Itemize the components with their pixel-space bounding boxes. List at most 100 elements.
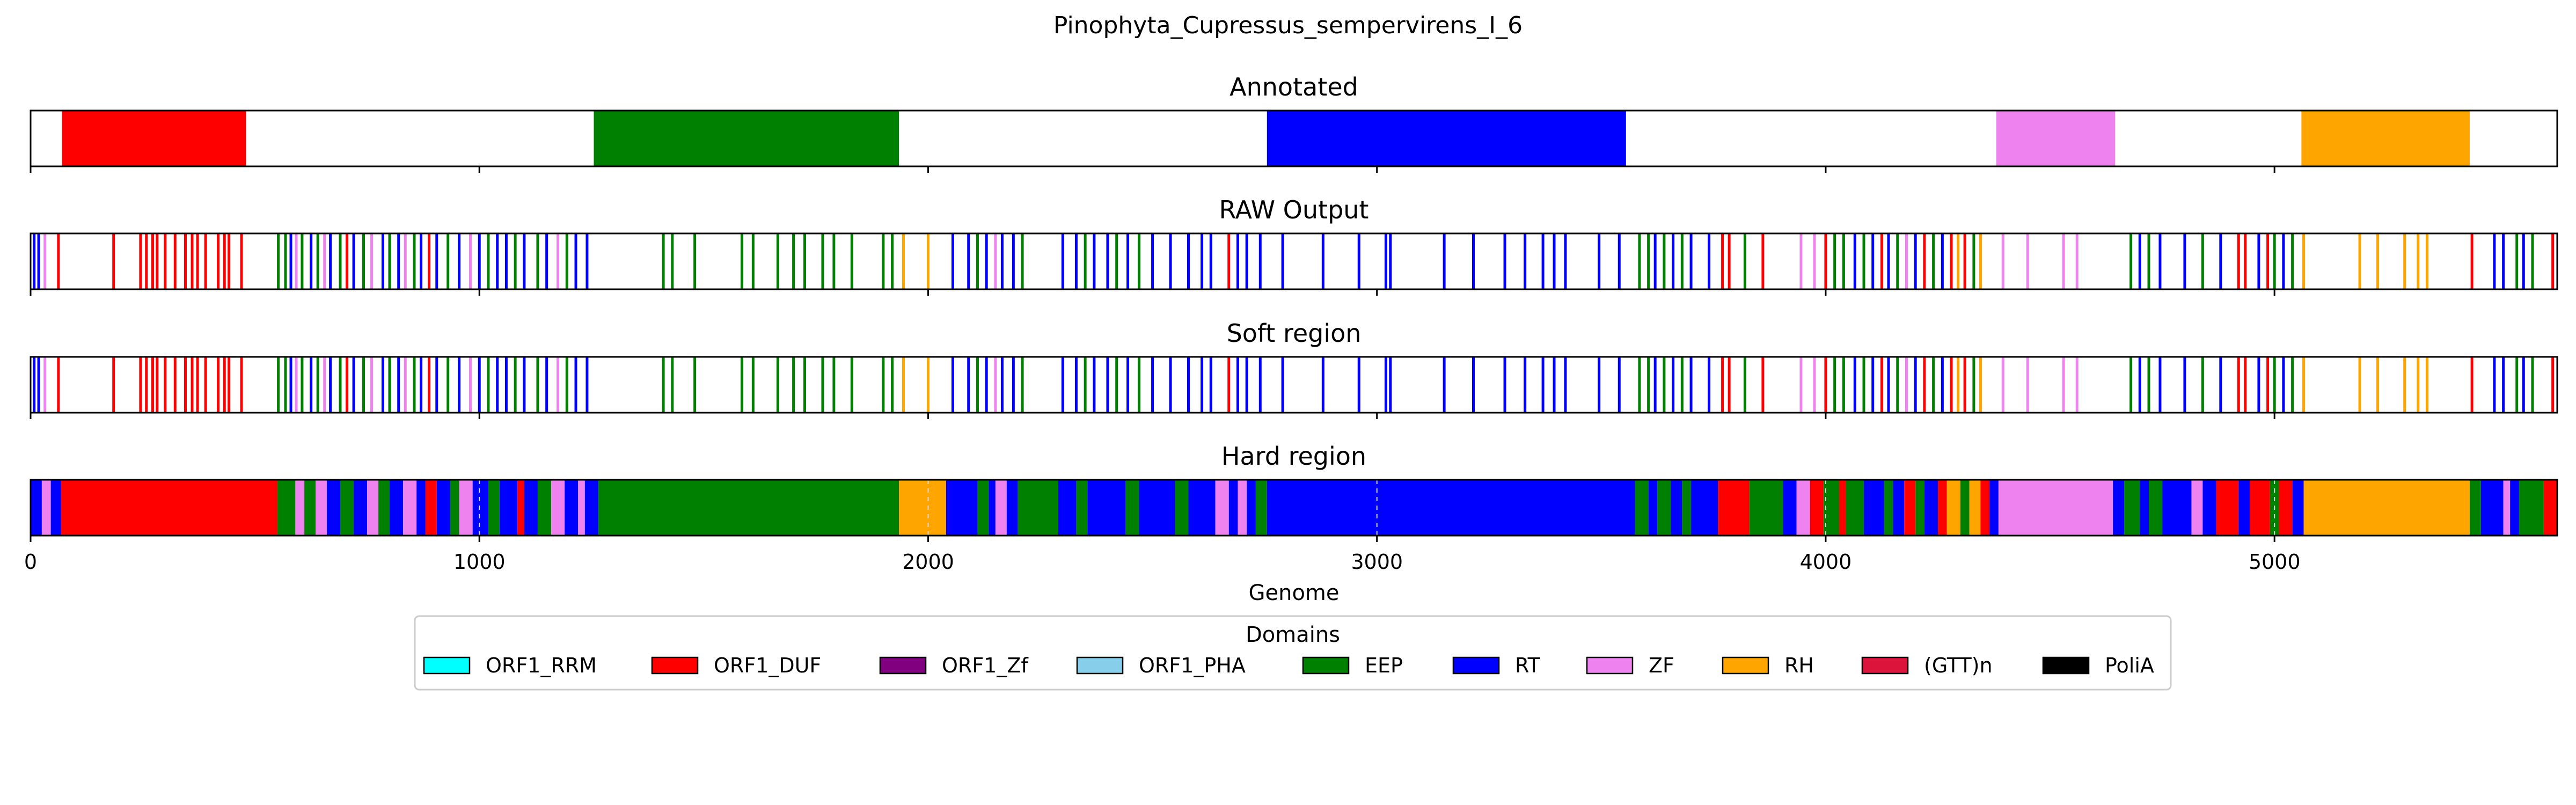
segment-rt	[989, 480, 996, 536]
segment-orf1-duf	[425, 480, 437, 536]
segment-eep	[1884, 480, 1893, 536]
segment-rt	[946, 480, 978, 536]
segment-orf1-duf	[62, 111, 246, 166]
segment-eep	[304, 480, 316, 536]
segment-orf1-duf	[2216, 480, 2239, 536]
segment-zf	[295, 480, 305, 536]
segment-zf	[459, 480, 473, 536]
segment-rt	[584, 480, 598, 536]
segment-rt	[50, 480, 61, 536]
segment-rh	[2303, 480, 2470, 536]
segment-eep	[1635, 480, 1649, 536]
segment-eep	[2149, 480, 2163, 536]
segment-zf	[1215, 480, 1229, 536]
segment-orf1-duf	[2250, 480, 2270, 536]
segment-zf	[41, 480, 51, 536]
x-axis: 0 1000 2000 3000 4000 5000	[24, 550, 2301, 574]
segment-eep	[1960, 480, 1970, 536]
segment-orf1-duf	[1718, 480, 1750, 536]
segment-rt	[2292, 480, 2304, 536]
segment-rt	[1139, 480, 1175, 536]
x-tick-label: 4000	[1800, 550, 1852, 574]
panel-raw-output: RAW Output	[30, 195, 2558, 296]
segment-eep	[2469, 480, 2481, 536]
segment-orf1-duf	[1810, 480, 1824, 536]
segment-zf	[1796, 480, 1810, 536]
segment-rh	[2301, 111, 2470, 166]
segment-zf	[578, 480, 585, 536]
segment-orf1-duf	[1839, 480, 1846, 536]
segment-eep	[537, 480, 552, 536]
legend-label-rt: RT	[1515, 654, 1541, 677]
segment-eep	[2519, 480, 2544, 536]
segment-zf	[1998, 480, 2113, 536]
panel-title: RAW Output	[1219, 195, 1369, 224]
segment-eep	[1846, 480, 1864, 536]
x-tick-label: 5000	[2249, 550, 2301, 574]
legend-swatch-orf1-pha	[1076, 656, 1124, 675]
segment-eep	[598, 480, 899, 536]
legend-items: ORF1_RRM ORF1_DUF ORF1_Zf ORF1_PHA EEP RT ZF RH…	[423, 654, 2154, 677]
panel-hard-region: Hard region	[30, 442, 2558, 542]
segment-rt	[2480, 480, 2504, 536]
segment-orf1-duf	[61, 480, 277, 536]
segment-rt	[31, 480, 42, 536]
panel-title: Annotated	[1230, 72, 1358, 101]
panel-frame	[30, 356, 2558, 414]
legend-label-gtt-n: (GTT)n	[1924, 654, 1993, 677]
segment-rt	[2202, 480, 2216, 536]
segment-rt	[499, 480, 518, 536]
segment-rt	[436, 480, 450, 536]
legend: Domains ORF1_RRM ORF1_DUF ORF1_Zf ORF1_PHA E…	[414, 615, 2172, 691]
segment-rt	[1247, 480, 1256, 536]
panel-frame	[30, 109, 2558, 167]
segment-eep	[450, 480, 459, 536]
segment-rt	[565, 480, 579, 536]
segment-eep	[378, 480, 390, 536]
segment-orf1-duf	[1980, 480, 1990, 536]
legend-label-orf1-rrm: ORF1_RRM	[486, 654, 597, 677]
legend-swatch-rt	[1452, 656, 1500, 675]
segment-zf	[316, 480, 327, 536]
x-tick-label: 0	[24, 550, 37, 574]
x-tick-label: 1000	[453, 550, 506, 574]
segment-eep	[1076, 480, 1088, 536]
segment-rt	[1058, 480, 1077, 536]
segment-rt	[472, 480, 488, 536]
segment-orf1-duf	[2279, 480, 2293, 536]
legend-label-polia: PoliA	[2105, 654, 2154, 677]
segment-rt	[1188, 480, 1216, 536]
segment-rt	[1267, 480, 1635, 536]
legend-label-orf1-zf: ORF1_Zf	[942, 654, 1029, 677]
segment-orf1-duf	[2543, 480, 2557, 536]
segment-zf	[1238, 480, 1247, 536]
segment-eep	[488, 480, 500, 536]
segment-rt	[416, 480, 426, 536]
panel-frame	[30, 479, 2558, 537]
segment-eep	[1657, 480, 1671, 536]
legend-swatch-eep	[1302, 656, 1350, 675]
legend-swatch-orf1-zf	[879, 656, 927, 675]
x-tick-label: 3000	[1351, 550, 1403, 574]
segment-eep	[594, 111, 899, 166]
legend-swatch-orf1-rrm	[423, 656, 471, 675]
legend-title: Domains	[1246, 623, 1340, 647]
segment-orf1-duf	[1937, 480, 1947, 536]
segment-rt	[2162, 480, 2192, 536]
segment-rt	[2140, 480, 2149, 536]
segment-zf	[367, 480, 379, 536]
segment-orf1-duf	[1904, 480, 1916, 536]
segment-zf	[995, 480, 1007, 536]
segment-rt	[1671, 480, 1682, 536]
segment-zf	[551, 480, 565, 536]
legend-label-orf1-pha: ORF1_PHA	[1139, 654, 1246, 677]
segment-rt	[2510, 480, 2519, 536]
segment-eep	[1749, 480, 1783, 536]
legend-swatch-zf	[1586, 656, 1634, 675]
segment-zf	[2191, 480, 2203, 536]
segment-eep	[2124, 480, 2140, 536]
segment-rt	[2238, 480, 2250, 536]
segment-rt	[1267, 111, 1626, 166]
panel-annotated: Annotated	[30, 72, 2558, 173]
